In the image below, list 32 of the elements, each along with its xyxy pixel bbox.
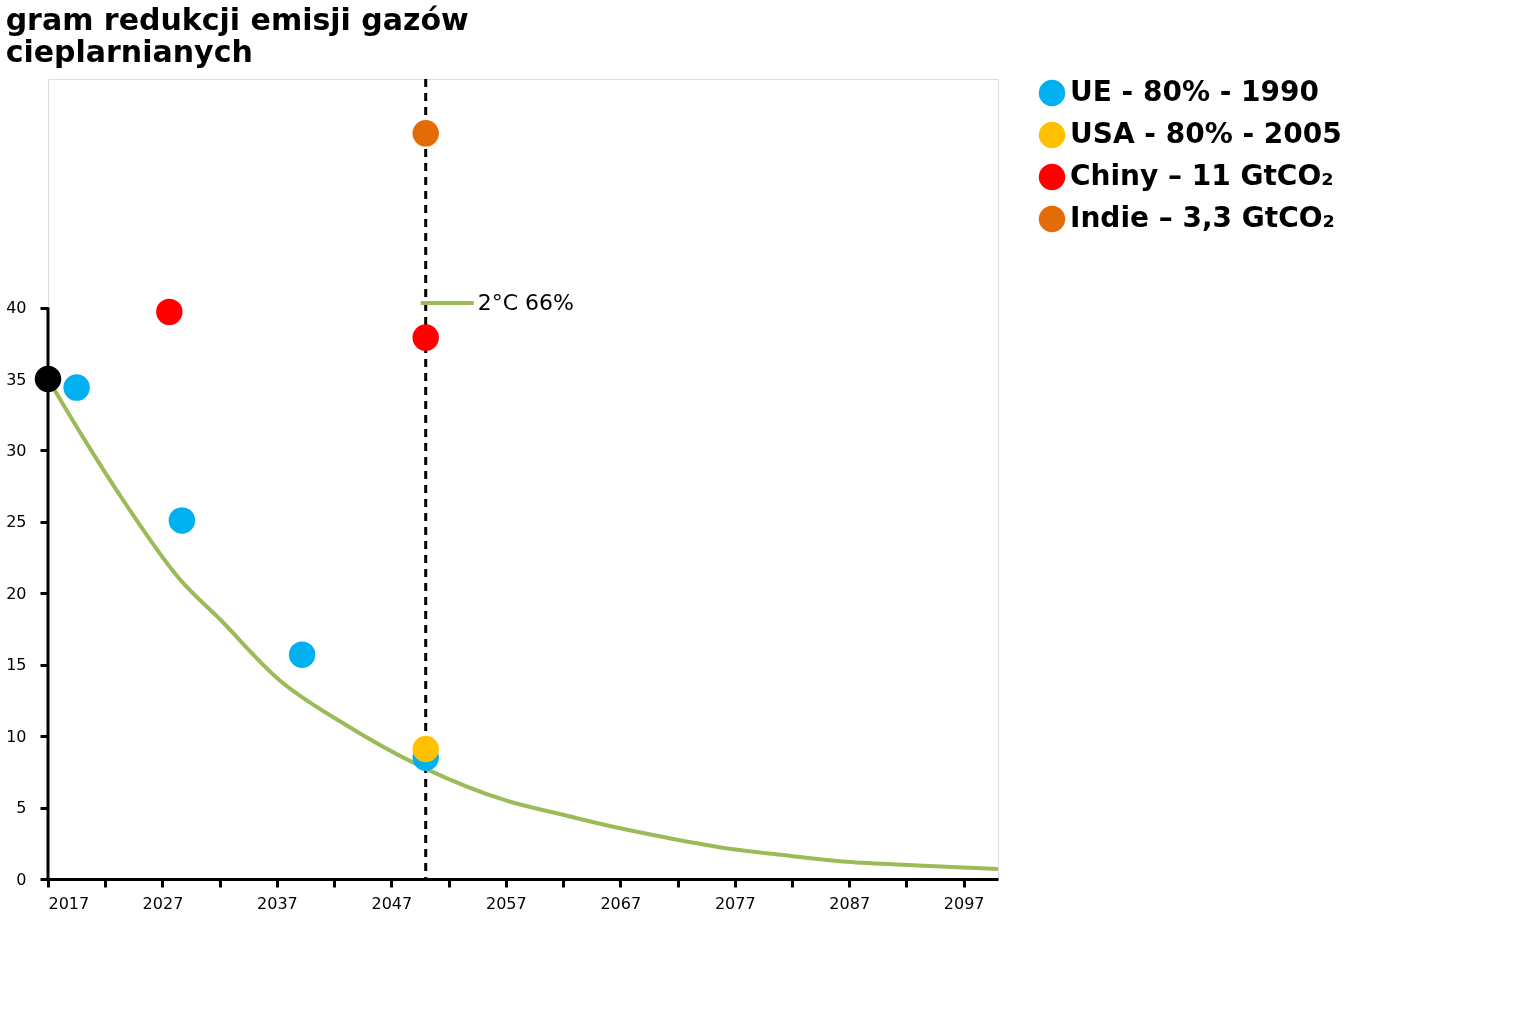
point <box>168 507 196 534</box>
point <box>412 120 439 147</box>
y-tick-label: 30 <box>6 440 27 460</box>
y-tick-label: 5 <box>16 798 27 818</box>
x-tick-label: 2087 <box>829 893 871 913</box>
y-tick-label: 35 <box>6 369 27 389</box>
y-tick-label: 10 <box>6 726 27 746</box>
x-tick-label: 2047 <box>371 893 413 913</box>
legend-label: 2°C 66% <box>477 290 574 315</box>
x-tick-label: 2057 <box>485 893 527 913</box>
point <box>63 374 90 401</box>
point <box>412 324 439 351</box>
y-tick-label: 15 <box>6 655 27 675</box>
x-tick-label: 2027 <box>142 893 184 913</box>
x-tick-label: 2037 <box>257 893 298 913</box>
point <box>288 641 316 668</box>
legend-label: Chiny – 11 GtCO₂ <box>1070 159 1334 192</box>
legend-label: USA - 80% - 2005 <box>1070 117 1342 150</box>
point <box>156 298 183 326</box>
legend-label: Indie – 3,3 GtCO₂ <box>1070 201 1335 234</box>
x-tick-label: 2077 <box>714 893 756 913</box>
y-tick-label: 0 <box>16 869 27 889</box>
point <box>412 735 439 763</box>
y-tick-label: 20 <box>6 583 27 603</box>
x-tick-label: 2097 <box>943 893 985 913</box>
point <box>34 365 62 393</box>
x-tick-label: 2067 <box>600 893 642 913</box>
y-tick-label: 40 <box>6 298 27 318</box>
legend-label: UE - 80% - 1990 <box>1070 75 1320 108</box>
x-tick-label: 2017 <box>48 893 90 913</box>
text: gram redukcji emisji gazów <box>5 1 469 37</box>
y-tick-label: 25 <box>6 512 27 532</box>
